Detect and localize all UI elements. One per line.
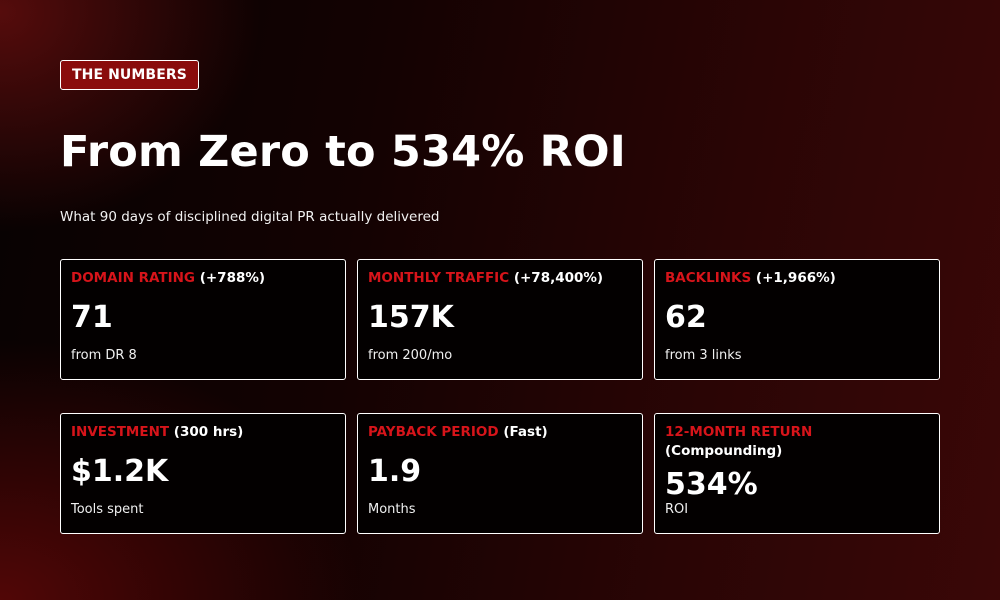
stat-key: BACKLINKS [665, 270, 752, 286]
stat-value: 534% [665, 467, 758, 502]
stat-note: (Fast) [503, 424, 548, 440]
page-title: From Zero to 534% ROI [60, 127, 626, 177]
stat-value: $1.2K [71, 454, 169, 489]
stat-value: 62 [665, 300, 707, 335]
stat-caption: from 200/mo [368, 348, 453, 363]
stat-caption: ROI [665, 502, 689, 517]
stat-key: DOMAIN RATING [71, 270, 195, 286]
stat-value: 157K [368, 300, 454, 335]
stat-key: INVESTMENT [71, 424, 170, 440]
stat-label: INVESTMENT (300 hrs) [71, 423, 337, 442]
stat-label: BACKLINKS (+1,966%) [665, 269, 931, 288]
stat-note: (300 hrs) [173, 424, 244, 440]
stat-caption: Months [368, 502, 416, 517]
stat-card-12-month-return: 12-MONTH RETURN (Compounding) 534% ROI [654, 413, 940, 534]
stat-note: (+78,400%) [513, 270, 604, 286]
stat-note: (+788%) [199, 270, 266, 286]
stat-note: (Compounding) [665, 443, 783, 459]
stat-card-investment: INVESTMENT (300 hrs) $1.2K Tools spent [60, 413, 346, 534]
stat-note: (+1,966%) [755, 270, 836, 286]
stat-key: MONTHLY TRAFFIC [368, 270, 510, 286]
stat-label: MONTHLY TRAFFIC (+78,400%) [368, 269, 634, 288]
stat-card-payback-period: PAYBACK PERIOD (Fast) 1.9 Months [357, 413, 643, 534]
page-subtitle: What 90 days of disciplined digital PR a… [60, 209, 440, 225]
stat-card-backlinks: BACKLINKS (+1,966%) 62 from 3 links [654, 259, 940, 380]
stat-caption: Tools spent [71, 502, 144, 517]
stat-key: PAYBACK PERIOD [368, 424, 499, 440]
stat-caption: from DR 8 [71, 348, 137, 363]
stat-label: DOMAIN RATING (+788%) [71, 269, 337, 288]
stat-card-monthly-traffic: MONTHLY TRAFFIC (+78,400%) 157K from 200… [357, 259, 643, 380]
stat-card-domain-rating: DOMAIN RATING (+788%) 71 from DR 8 [60, 259, 346, 380]
stat-caption: from 3 links [665, 348, 742, 363]
stat-label: 12-MONTH RETURN (Compounding) [665, 423, 931, 461]
stat-value: 71 [71, 300, 113, 335]
stat-key: 12-MONTH RETURN [665, 424, 813, 440]
stat-value: 1.9 [368, 454, 422, 489]
stat-label: PAYBACK PERIOD (Fast) [368, 423, 634, 442]
section-badge: THE NUMBERS [60, 60, 199, 90]
